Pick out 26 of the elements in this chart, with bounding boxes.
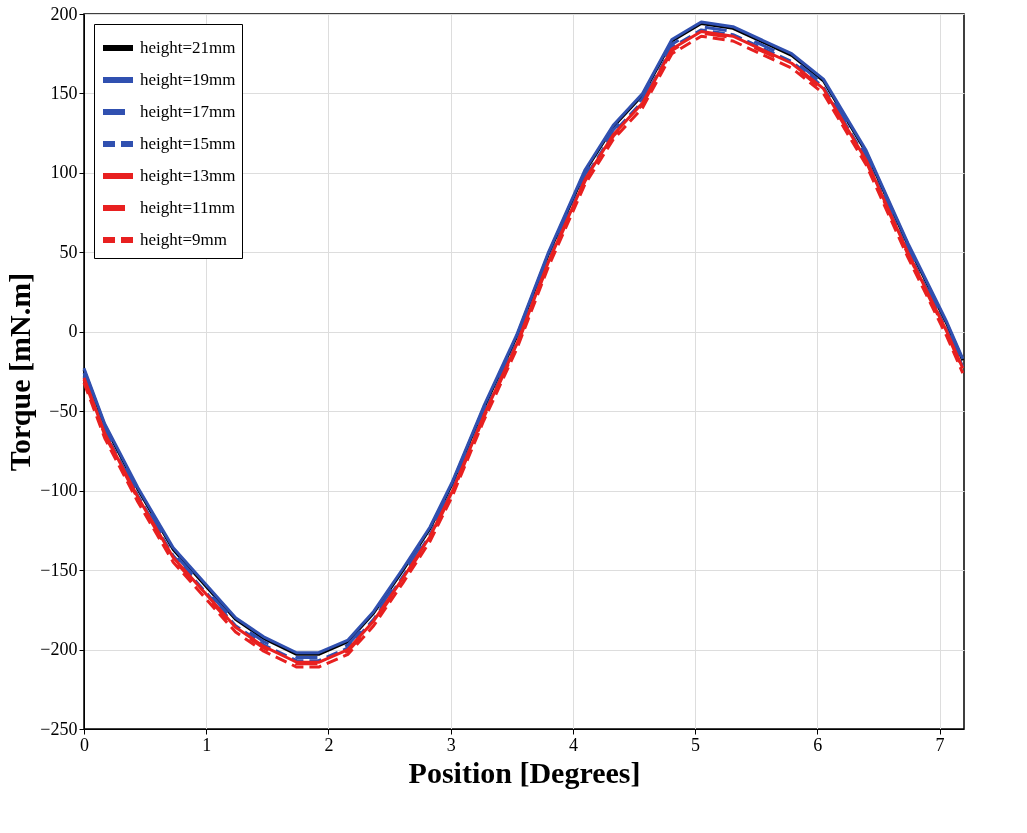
x-tick-label: 3 — [446, 734, 456, 755]
legend-label: height=19mm — [140, 70, 236, 89]
legend-label: height=17mm — [140, 102, 236, 121]
y-tick-label: 50 — [59, 241, 78, 262]
legend-label: height=21mm — [140, 38, 236, 57]
x-axis-title: Position [Degrees] — [408, 755, 641, 789]
legend-label: height=15mm — [140, 134, 236, 153]
y-tick-label: −250 — [40, 718, 78, 739]
y-tick-label: −200 — [40, 639, 78, 660]
legend-label: height=9mm — [140, 230, 228, 249]
y-axis-title: Torque [mN.m] — [3, 272, 37, 472]
x-tick-label: 4 — [568, 734, 578, 755]
x-tick-label: 1 — [202, 734, 212, 755]
y-tick-label: 150 — [50, 82, 78, 103]
legend-label: height=13mm — [140, 166, 236, 185]
y-tick-label: 0 — [68, 321, 78, 342]
y-tick-label: 200 — [50, 3, 78, 24]
x-tick-label: 7 — [935, 734, 945, 755]
legend-label: height=11mm — [140, 198, 235, 217]
y-tick-label: −50 — [49, 400, 78, 421]
x-tick-label: 2 — [324, 734, 334, 755]
x-tick-label: 6 — [813, 734, 823, 755]
x-tick-label: 5 — [691, 734, 701, 755]
y-tick-label: 100 — [50, 162, 78, 183]
y-tick-label: −150 — [40, 559, 78, 580]
y-tick-label: −100 — [40, 480, 78, 501]
